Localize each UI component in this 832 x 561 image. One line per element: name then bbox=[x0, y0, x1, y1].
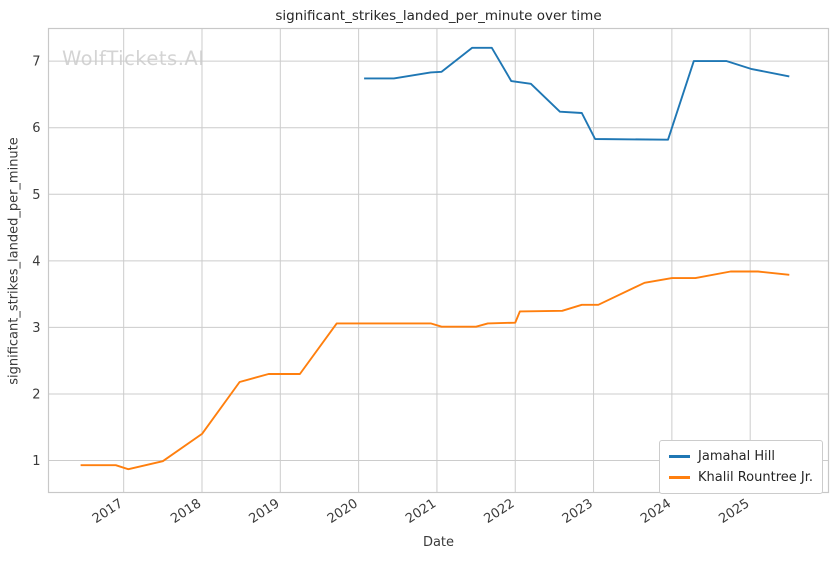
legend-line-swatch-blue bbox=[669, 455, 691, 458]
legend-entry-khalil-rountree-jr: Khalil Rountree Jr. bbox=[669, 467, 813, 488]
legend-entry-jamahal-hill: Jamahal Hill bbox=[669, 446, 813, 467]
legend-label: Jamahal Hill bbox=[698, 449, 776, 464]
y-tick-label: 2 bbox=[32, 387, 40, 402]
x-tick-label: 2021 bbox=[403, 496, 439, 527]
series-line-khalil-rountree-jr- bbox=[80, 270, 790, 471]
chart-title: significant_strikes_landed_per_minute ov… bbox=[275, 8, 602, 24]
watermark: WolfTickets.AI bbox=[62, 47, 205, 70]
y-tick-label: 7 bbox=[32, 55, 40, 70]
legend-line-swatch-orange bbox=[669, 476, 691, 479]
x-tick-label: 2019 bbox=[247, 496, 283, 527]
y-tick-label: 5 bbox=[32, 188, 40, 203]
legend: Jamahal Hill Khalil Rountree Jr. bbox=[659, 440, 823, 494]
x-tick-label: 2023 bbox=[560, 496, 596, 527]
x-tick-label: 2020 bbox=[325, 496, 361, 527]
plot-border bbox=[47, 27, 830, 494]
series-line-jamahal-hill bbox=[364, 46, 790, 141]
x-tick-label: 2018 bbox=[168, 496, 204, 527]
y-tick-label: 1 bbox=[32, 454, 40, 469]
y-axis-title: significant_strikes_landed_per_minute bbox=[6, 137, 22, 385]
legend-label: Khalil Rountree Jr. bbox=[698, 470, 813, 485]
y-tick-label: 6 bbox=[32, 121, 40, 136]
x-tick-label: 2017 bbox=[90, 496, 126, 527]
x-axis-title: Date bbox=[422, 535, 455, 550]
y-tick-label: 3 bbox=[32, 321, 40, 336]
x-tick-label: 2025 bbox=[716, 496, 752, 527]
x-tick-label: 2022 bbox=[482, 496, 518, 527]
y-tick-label: 4 bbox=[32, 254, 40, 269]
x-tick-label: 2024 bbox=[638, 496, 674, 527]
